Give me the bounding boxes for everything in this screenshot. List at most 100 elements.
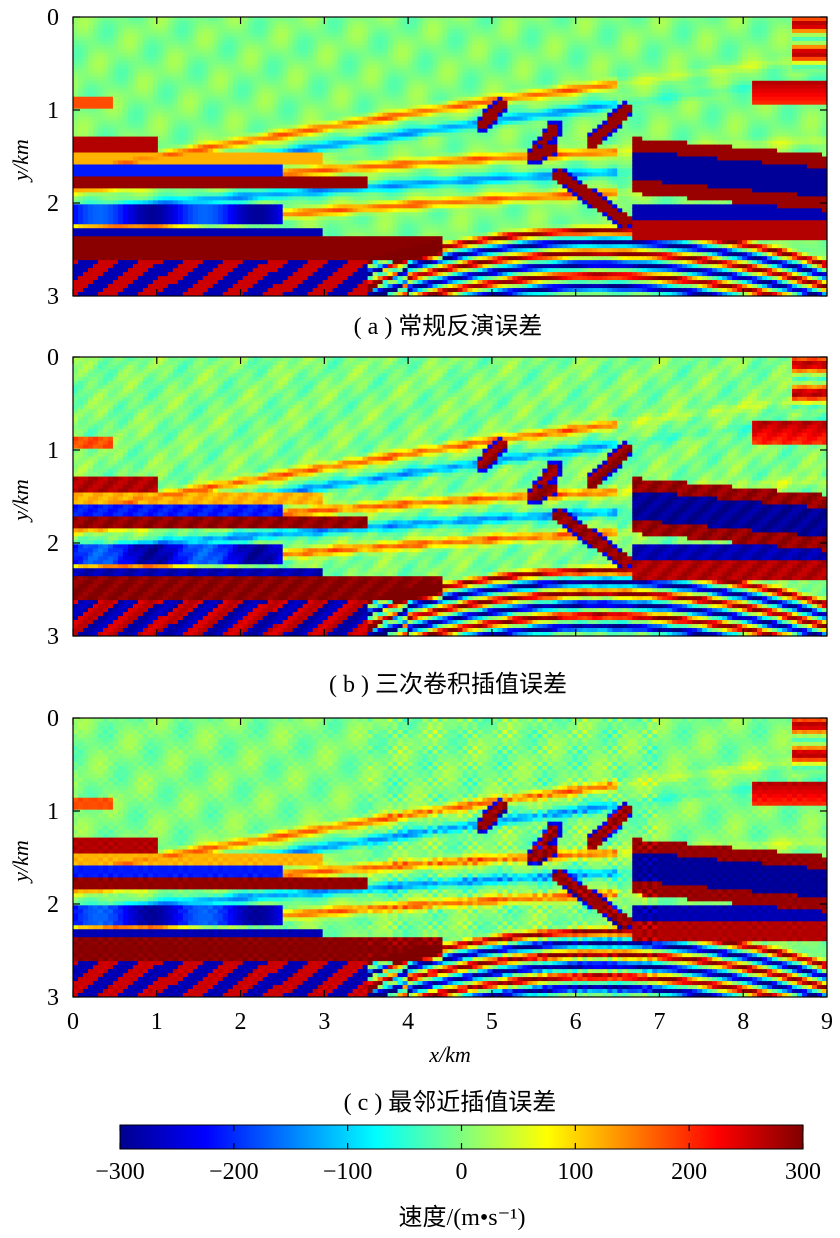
heatmap-cell <box>347 48 354 54</box>
heatmap-cell <box>362 108 369 114</box>
heatmap-cell <box>117 80 124 86</box>
heatmap-cell <box>297 176 304 182</box>
heatmap-cell <box>342 256 349 261</box>
heatmap-cell <box>407 232 414 237</box>
heatmap-cell <box>362 232 369 237</box>
heatmap-cell <box>122 24 129 30</box>
heatmap-cell <box>122 120 129 126</box>
heatmap-cell <box>202 204 209 209</box>
heatmap-cell <box>267 172 274 178</box>
heatmap-cell <box>167 40 174 46</box>
heatmap-cell <box>142 216 149 221</box>
heatmap-cell <box>147 152 154 158</box>
heatmap-cell <box>227 212 234 217</box>
heatmap-cell <box>187 288 194 293</box>
heatmap-cell <box>192 156 199 162</box>
heatmap-cell <box>267 76 274 82</box>
heatmap-cell <box>177 132 184 138</box>
heatmap-cell <box>97 276 104 281</box>
heatmap-cell <box>137 284 144 289</box>
heatmap-cell <box>337 180 344 185</box>
heatmap-cell <box>387 236 394 241</box>
heatmap-cell <box>307 92 314 98</box>
heatmap-cell <box>277 148 284 154</box>
heatmap-cell <box>417 124 424 130</box>
heatmap-cell <box>267 244 274 249</box>
heatmap-cell <box>137 204 144 209</box>
heatmap-cell <box>352 28 359 34</box>
heatmap-cell <box>237 212 244 217</box>
heatmap-cell <box>272 68 279 74</box>
heatmap-cell <box>357 44 364 50</box>
heatmap-cell <box>307 264 314 269</box>
heatmap-cell <box>102 260 109 265</box>
heatmap-cell <box>417 168 424 174</box>
heatmap-cell <box>302 92 309 98</box>
heatmap-cell <box>162 152 169 158</box>
heatmap-cell <box>262 252 269 257</box>
heatmap-cell <box>157 172 164 178</box>
heatmap-cell <box>307 76 314 82</box>
heatmap-cell <box>357 36 364 42</box>
heatmap-cell <box>97 104 104 110</box>
heatmap-cell <box>407 32 414 38</box>
heatmap-cell <box>387 156 394 162</box>
heatmap-cell <box>217 176 224 182</box>
heatmap-cell <box>337 28 344 34</box>
heatmap-cell <box>162 220 169 225</box>
heatmap-cell <box>112 104 119 110</box>
heatmap-cell <box>347 224 354 229</box>
heatmap-cell <box>73 64 79 70</box>
heatmap-cell <box>337 204 344 209</box>
heatmap-cell <box>327 24 334 30</box>
heatmap-cell <box>382 216 389 221</box>
heatmap-cell <box>172 224 179 229</box>
heatmap-cell <box>207 56 214 62</box>
heatmap-cell <box>112 256 119 261</box>
heatmap-cell <box>272 292 279 296</box>
heatmap-cell <box>292 276 299 281</box>
heatmap-cell <box>327 60 334 66</box>
heatmap-cell <box>73 176 79 182</box>
heatmap-cell <box>92 112 99 118</box>
heatmap-cell <box>422 184 429 189</box>
heatmap-cell <box>307 64 314 70</box>
heatmap-cell <box>422 128 429 134</box>
heatmap-cell <box>357 280 364 285</box>
heatmap-cell <box>257 36 264 42</box>
heatmap-cell <box>127 272 134 277</box>
heatmap-cell <box>362 88 369 94</box>
heatmap-cell <box>77 144 84 150</box>
heatmap-cell <box>302 156 309 162</box>
heatmap-cell <box>392 124 399 130</box>
heatmap-cell <box>362 80 369 86</box>
heatmap-cell <box>272 156 279 162</box>
heatmap-cell <box>212 24 219 30</box>
heatmap-cell <box>302 76 309 82</box>
heatmap-cell <box>112 252 119 257</box>
heatmap-cell <box>112 76 119 82</box>
heatmap-cell <box>97 244 104 249</box>
heatmap-cell <box>332 164 339 170</box>
heatmap-cell <box>357 236 364 241</box>
heatmap-cell <box>297 192 304 197</box>
heatmap-cell <box>137 40 144 46</box>
heatmap-cell <box>312 284 319 289</box>
heatmap-cell <box>157 236 164 241</box>
heatmap-cell <box>197 192 204 197</box>
heatmap-cell <box>157 128 164 134</box>
heatmap-cell <box>112 268 119 273</box>
heatmap-cell <box>92 276 99 281</box>
heatmap-cell <box>337 136 344 142</box>
heatmap-cell <box>147 192 154 197</box>
heatmap-cell <box>362 144 369 150</box>
heatmap-cell <box>422 212 429 217</box>
heatmap-cell <box>317 208 324 213</box>
heatmap-cell <box>397 36 404 42</box>
heatmap-cell <box>82 120 89 126</box>
heatmap-cell <box>347 80 354 86</box>
heatmap-cell <box>152 60 159 66</box>
heatmap-cell <box>362 140 369 146</box>
heatmap-cell <box>132 204 139 209</box>
heatmap-cell <box>73 17 79 22</box>
